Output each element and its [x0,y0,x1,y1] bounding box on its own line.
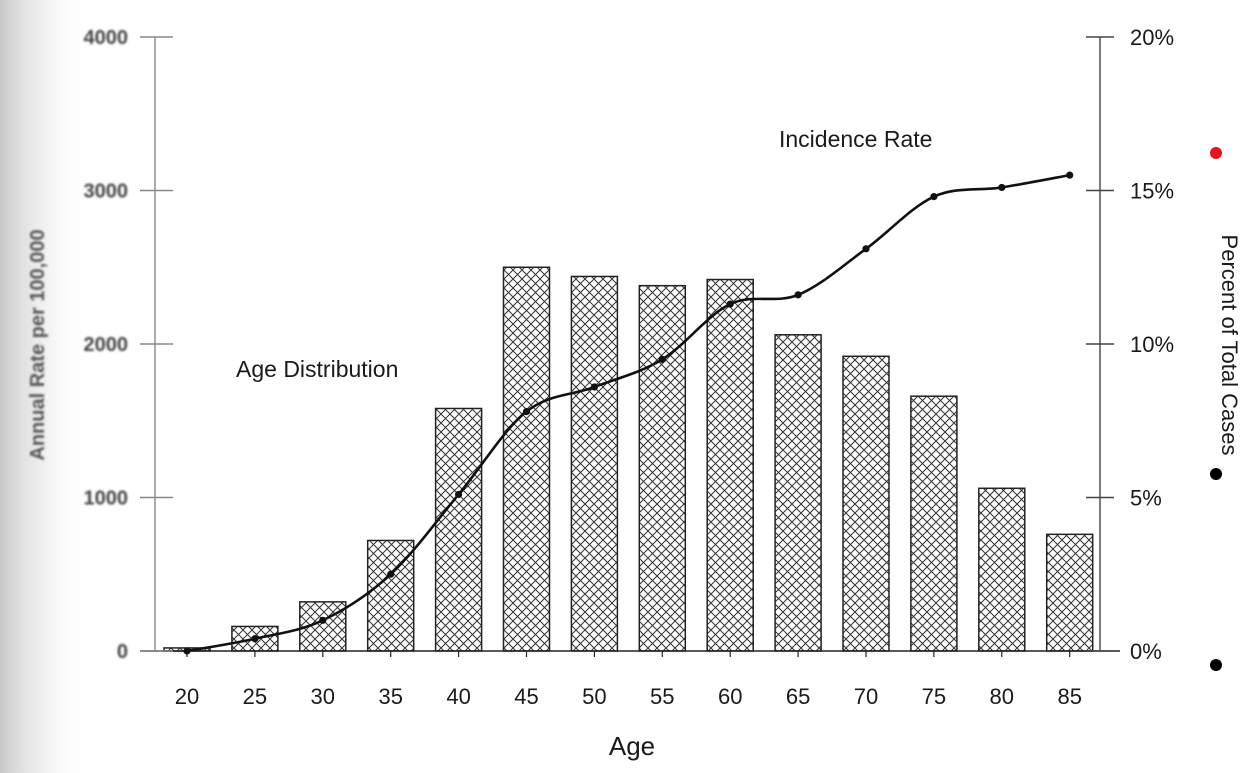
right-tick-label: 10% [1130,332,1174,357]
right-axis-title: Percent of Total Cases [1217,235,1242,456]
x-tick-label-20: 20 [175,684,199,709]
incidence-point-55 [658,355,666,363]
annotation-incidence-rate: Incidence Rate [779,126,932,152]
incidence-rate-line [186,173,1070,653]
bar-age-30 [299,601,347,652]
x-tick-label-85: 85 [1057,684,1081,709]
x-tick-label-65: 65 [786,684,810,709]
bar-age-70 [842,355,890,652]
black-marker-dot [1210,659,1222,671]
incidence-point-30 [319,616,327,624]
x-tick-label-50: 50 [582,684,606,709]
bar-age-80 [978,487,1026,652]
left-tick-label: 4000 [84,27,129,49]
bar-age-75 [910,395,958,652]
x-tick-label-40: 40 [446,684,470,709]
x-tick-label-80: 80 [990,684,1014,709]
incidence-point-50 [590,383,599,391]
incidence-point-60 [726,300,734,308]
black-marker-dot [1210,468,1222,480]
incidence-point-25 [251,635,259,643]
bars-group [163,266,1094,652]
incidence-point-40 [455,490,463,499]
incidence-point-70 [862,245,870,253]
x-tick-label-75: 75 [922,684,946,709]
bar-age-55 [638,284,687,652]
bar-age-50 [570,275,619,652]
x-tick-label-30: 30 [311,684,335,709]
x-axis-title: Age [609,731,655,761]
left-axis-title: Annual Rate per 100,000 [27,229,49,460]
incidence-point-45 [522,407,531,416]
incidence-point-20 [183,647,191,655]
bar-age-40 [434,407,483,652]
left-tick-label: 0 [117,641,128,663]
x-tick-label-45: 45 [514,684,538,709]
bar-age-60 [706,278,754,652]
x-tick-label-25: 25 [243,684,267,709]
page-shade [0,0,90,773]
bar-age-65 [774,334,822,652]
right-tick-label: 0% [1130,639,1162,664]
annotation-age-distribution: Age Distribution [236,356,398,382]
right-tick-label: 15% [1130,179,1174,204]
incidence-point-65 [794,291,802,299]
x-tick-label-60: 60 [718,684,742,709]
axes-group: 0 1000 2000 3000 4000 0% 5% 10% 15% 20% 20 25 30 35 40… [84,25,1175,709]
left-tick-label: 3000 [84,181,129,203]
incidence-point-85 [1066,171,1074,179]
x-tick-label-55: 55 [650,684,674,709]
right-tick-label: 5% [1130,486,1162,511]
incidence-point-35 [387,570,395,578]
incidence-point-80 [998,183,1006,192]
left-tick-label: 2000 [84,334,129,356]
incidence-line-group [183,171,1074,655]
red-marker-dot [1210,147,1222,159]
right-tick-label: 20% [1130,25,1174,50]
incidence-point-75 [930,193,938,201]
x-tick-label-70: 70 [854,684,878,709]
x-tick-label-35: 35 [378,684,402,709]
bar-age-45 [502,266,551,652]
bar-age-85 [1045,533,1094,652]
left-tick-label: 1000 [84,488,129,510]
